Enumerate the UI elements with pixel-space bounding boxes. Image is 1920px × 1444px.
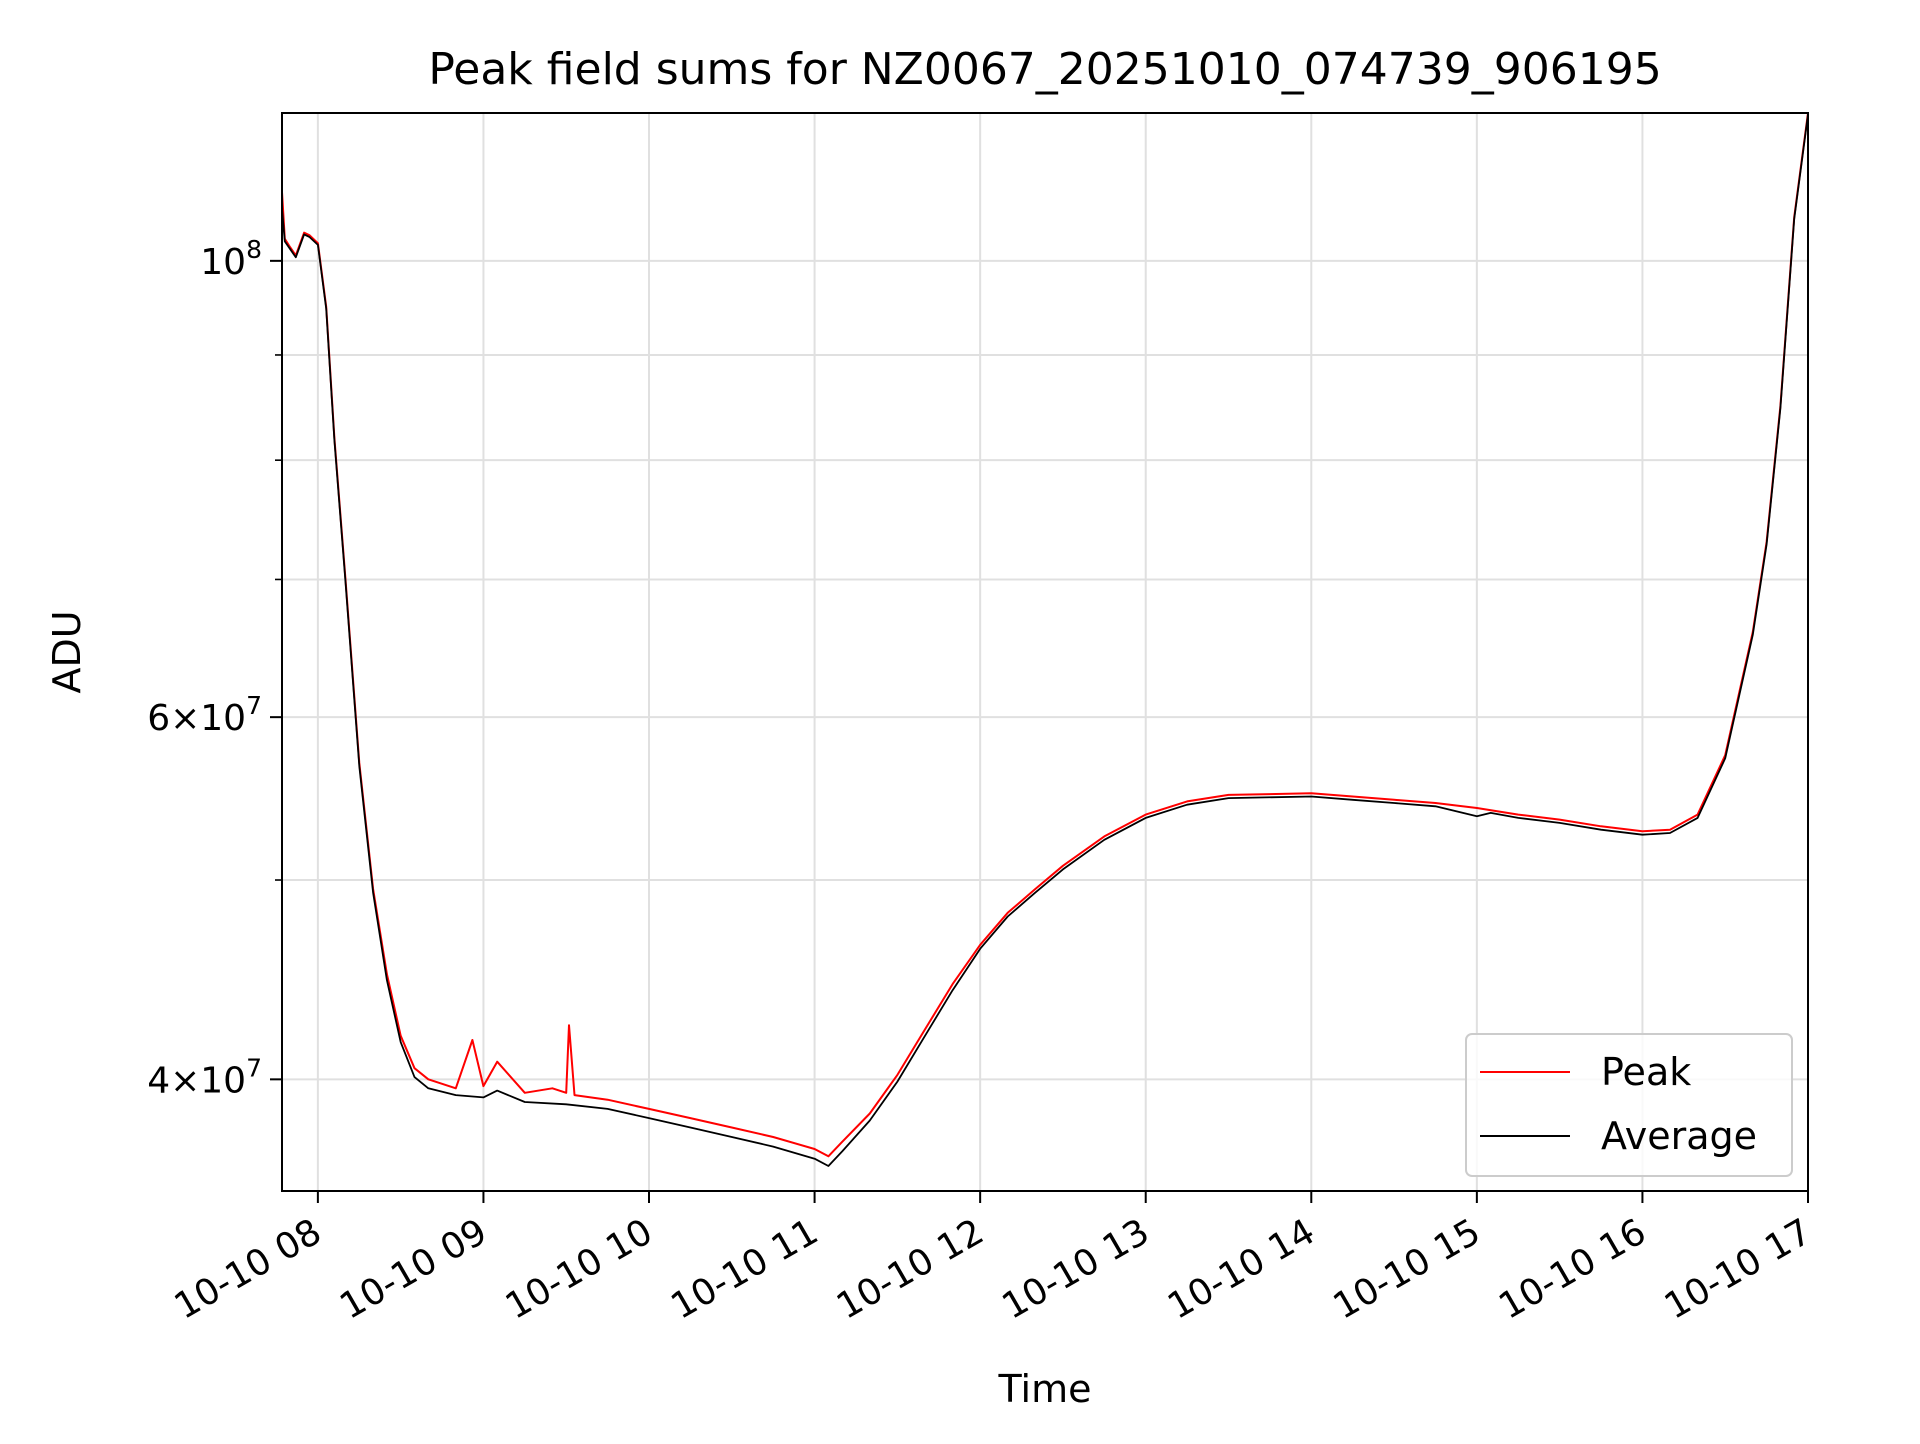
y-axis-label: ADU xyxy=(45,610,89,693)
y-tick-label: 108 xyxy=(200,235,262,283)
x-tick-label: 10-10 12 xyxy=(830,1211,991,1327)
series-line-peak xyxy=(281,112,1809,1158)
series-layer xyxy=(281,112,1809,1167)
y-tick-exponent: 7 xyxy=(246,691,262,720)
y-tick-label: 4×107 xyxy=(147,1053,262,1101)
x-tick-label: 10-10 11 xyxy=(664,1211,825,1327)
y-tick-times: × xyxy=(170,1060,200,1101)
y-tick-exponent: 7 xyxy=(246,1053,262,1082)
legend: Peak Average xyxy=(1465,1033,1793,1177)
y-tick-exponent: 8 xyxy=(246,235,262,264)
x-tick-label: 10-10 15 xyxy=(1327,1211,1488,1327)
x-tick-label: 10-10 10 xyxy=(499,1211,660,1327)
x-axis-label: Time xyxy=(998,1367,1092,1411)
gridlines xyxy=(282,113,1809,1191)
y-tick-base: 10 xyxy=(200,242,246,283)
x-tick-label: 10-10 13 xyxy=(996,1211,1157,1327)
y-tick-times: × xyxy=(170,698,200,739)
series-line-average xyxy=(281,114,1809,1167)
x-tick-label: 10-10 08 xyxy=(168,1211,329,1327)
chart-title: Peak field sums for NZ0067_20251010_0747… xyxy=(428,44,1661,95)
x-tick-label: 10-10 14 xyxy=(1161,1211,1322,1327)
legend-label-peak: Peak xyxy=(1601,1050,1691,1094)
x-tick-label: 10-10 09 xyxy=(333,1211,494,1327)
y-tick-label: 6×107 xyxy=(147,691,262,739)
x-tick-label: 10-10 16 xyxy=(1492,1211,1653,1327)
legend-box xyxy=(1465,1033,1793,1177)
x-axis: 10-10 08 10-10 09 10-10 10 10-10 11 10-10 12… xyxy=(168,1191,1819,1328)
y-tick-base: 10 xyxy=(200,698,246,739)
legend-label-average: Average xyxy=(1601,1114,1757,1158)
y-tick-mantissa: 4 xyxy=(147,1060,170,1101)
y-tick-mantissa: 6 xyxy=(147,698,170,739)
x-tick-label: 10-10 17 xyxy=(1658,1211,1819,1327)
y-tick-base: 10 xyxy=(200,1060,246,1101)
plot-area-frame xyxy=(281,112,1809,1192)
